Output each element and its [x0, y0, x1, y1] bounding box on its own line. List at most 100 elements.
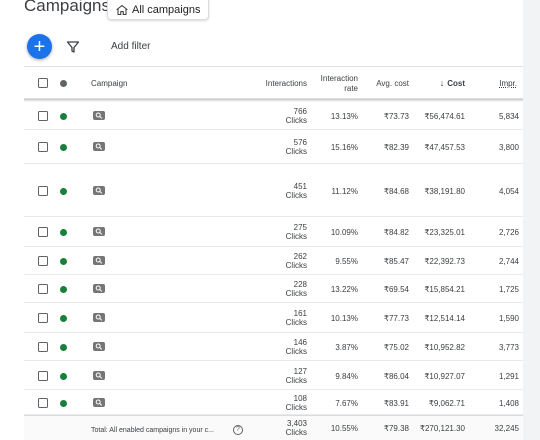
- interactions-value: 576: [293, 138, 307, 147]
- cost-cell: ₹10,952.82: [424, 343, 465, 352]
- status-enabled-dot[interactable]: [60, 188, 67, 195]
- status-enabled-dot[interactable]: [60, 315, 67, 322]
- total-row: Total: All enabled campaigns in your c..…: [24, 415, 540, 440]
- search-campaign-icon: [93, 227, 105, 236]
- table-row[interactable]: 451 Clicks 11.12% ₹84.68 ₹38,191.80 4,05…: [24, 164, 540, 217]
- status-enabled-dot[interactable]: [60, 229, 67, 236]
- campaign-scope-selector[interactable]: All campaigns: [107, 0, 210, 20]
- filter-icon[interactable]: [66, 40, 80, 54]
- cost-cell: ₹12,514.14: [424, 314, 465, 323]
- impressions-cell: 2,726: [498, 228, 519, 237]
- row-checkbox[interactable]: [38, 227, 48, 237]
- impressions-cell: 1,725: [498, 285, 519, 294]
- interaction-rate-label-line1: Interaction: [320, 73, 358, 83]
- table-row[interactable]: 228 Clicks 13.22% ₹69.54 ₹15,854.21 1,72…: [24, 275, 540, 303]
- interactions-cell: 766 Clicks: [247, 107, 307, 125]
- table-row[interactable]: 127 Clicks 9.84% ₹86.04 ₹10,927.07 1,291: [24, 361, 540, 390]
- row-checkbox[interactable]: [38, 284, 48, 294]
- cost-cell: ₹56,474.61: [424, 112, 465, 121]
- interactions-cell: 451 Clicks: [247, 182, 307, 200]
- search-campaign-icon: [93, 186, 105, 195]
- campaigns-table: Campaign Interactions Interaction rate A…: [24, 66, 540, 440]
- row-checkbox[interactable]: [38, 398, 48, 408]
- status-enabled-dot[interactable]: [60, 344, 67, 351]
- column-header-cost[interactable]: ↓ Cost: [415, 67, 465, 100]
- header-shadow: [24, 99, 540, 102]
- interactions-unit: Clicks: [285, 261, 307, 270]
- row-checkbox[interactable]: [38, 142, 48, 152]
- table-row[interactable]: 576 Clicks 15.16% ₹82.39 ₹47,457.53 3,80…: [24, 130, 540, 164]
- row-checkbox[interactable]: [38, 111, 48, 121]
- search-campaign-icon: [93, 111, 105, 120]
- interactions-cell: 576 Clicks: [247, 138, 307, 156]
- column-header-interaction-rate[interactable]: Interaction rate: [312, 67, 358, 100]
- interactions-value: 228: [293, 280, 307, 289]
- row-checkbox[interactable]: [38, 186, 48, 196]
- interactions-value: 451: [293, 182, 307, 191]
- avg-cost-cell: ₹85.47: [383, 257, 409, 266]
- total-interactions: 3,403 Clicks: [247, 419, 307, 437]
- interactions-value: 108: [293, 394, 307, 403]
- interaction-rate-cell: 11.12%: [331, 187, 358, 196]
- status-enabled-dot[interactable]: [60, 144, 67, 151]
- cost-cell: ₹23,325.01: [424, 228, 465, 237]
- interactions-unit: Clicks: [285, 232, 307, 241]
- cost-cell: ₹10,927.07: [424, 372, 465, 381]
- interactions-unit: Clicks: [285, 376, 307, 385]
- cost-cell: ₹47,457.53: [424, 143, 465, 152]
- interaction-rate-cell: 10.13%: [330, 314, 358, 323]
- interaction-rate-cell: 13.13%: [330, 112, 358, 121]
- row-checkbox[interactable]: [38, 256, 48, 266]
- row-checkbox[interactable]: [38, 342, 48, 352]
- cost-cell: ₹22,392.73: [424, 257, 465, 266]
- interaction-rate-cell: 9.84%: [335, 372, 358, 381]
- cost-header-label: Cost: [447, 78, 465, 88]
- status-column-icon[interactable]: [60, 80, 67, 87]
- table-row[interactable]: 766 Clicks 13.13% ₹73.73 ₹56,474.61 5,83…: [24, 102, 540, 130]
- help-icon[interactable]: ?: [233, 425, 243, 435]
- interactions-cell: 161 Clicks: [247, 309, 307, 327]
- interactions-unit: Clicks: [285, 318, 307, 327]
- impressions-cell: 2,744: [498, 257, 519, 266]
- status-enabled-dot[interactable]: [60, 400, 67, 407]
- interactions-cell: 262 Clicks: [247, 252, 307, 270]
- status-enabled-dot[interactable]: [60, 373, 67, 380]
- interactions-value: 275: [293, 223, 307, 232]
- cost-cell: ₹9,062.71: [428, 399, 465, 408]
- impressions-cell: 5,834: [498, 112, 519, 121]
- row-checkbox[interactable]: [38, 313, 48, 323]
- interaction-rate-cell: 3.87%: [335, 343, 358, 352]
- column-header-impressions[interactable]: Impr.: [499, 78, 517, 88]
- table-row[interactable]: 262 Clicks 9.55% ₹85.47 ₹22,392.73 2,744: [24, 247, 540, 275]
- status-enabled-dot[interactable]: [60, 113, 67, 120]
- column-header-avg-cost[interactable]: Avg. cost: [376, 78, 409, 88]
- avg-cost-cell: ₹84.82: [383, 228, 409, 237]
- page-title: Campaigns: [24, 0, 110, 15]
- interaction-rate-label-line2: rate: [344, 83, 358, 93]
- interaction-rate-cell: 15.16%: [330, 143, 358, 152]
- interactions-cell: 146 Clicks: [247, 338, 307, 356]
- status-enabled-dot[interactable]: [60, 286, 67, 293]
- table-row[interactable]: 161 Clicks 10.13% ₹77.73 ₹12,514.14 1,59…: [24, 303, 540, 333]
- table-row[interactable]: 108 Clicks 7.67% ₹83.91 ₹9,062.71 1,408: [24, 390, 540, 415]
- select-all-checkbox[interactable]: [38, 78, 48, 88]
- search-campaign-icon: [93, 398, 105, 407]
- add-filter-button[interactable]: Add filter: [111, 41, 151, 52]
- interactions-unit: Clicks: [285, 116, 307, 125]
- column-header-interactions[interactable]: Interactions: [265, 78, 307, 88]
- search-campaign-icon: [93, 313, 105, 322]
- scope-label: All campaigns: [132, 4, 201, 16]
- interactions-cell: 127 Clicks: [247, 367, 307, 385]
- row-checkbox[interactable]: [38, 371, 48, 381]
- table-row[interactable]: 146 Clicks 3.87% ₹75.02 ₹10,952.82 3,773: [24, 333, 540, 361]
- impressions-cell: 1,590: [498, 314, 519, 323]
- column-header-campaign[interactable]: Campaign: [91, 79, 128, 88]
- cost-cell: ₹38,191.80: [424, 187, 465, 196]
- avg-cost-cell: ₹84.68: [383, 187, 409, 196]
- add-campaign-button[interactable]: +: [27, 34, 52, 59]
- search-campaign-icon: [93, 256, 105, 265]
- interactions-cell: 108 Clicks: [247, 394, 307, 412]
- status-enabled-dot[interactable]: [60, 258, 67, 265]
- table-row[interactable]: 275 Clicks 10.09% ₹84.82 ₹23,325.01 2,72…: [24, 217, 540, 247]
- interaction-rate-cell: 10.09%: [330, 228, 358, 237]
